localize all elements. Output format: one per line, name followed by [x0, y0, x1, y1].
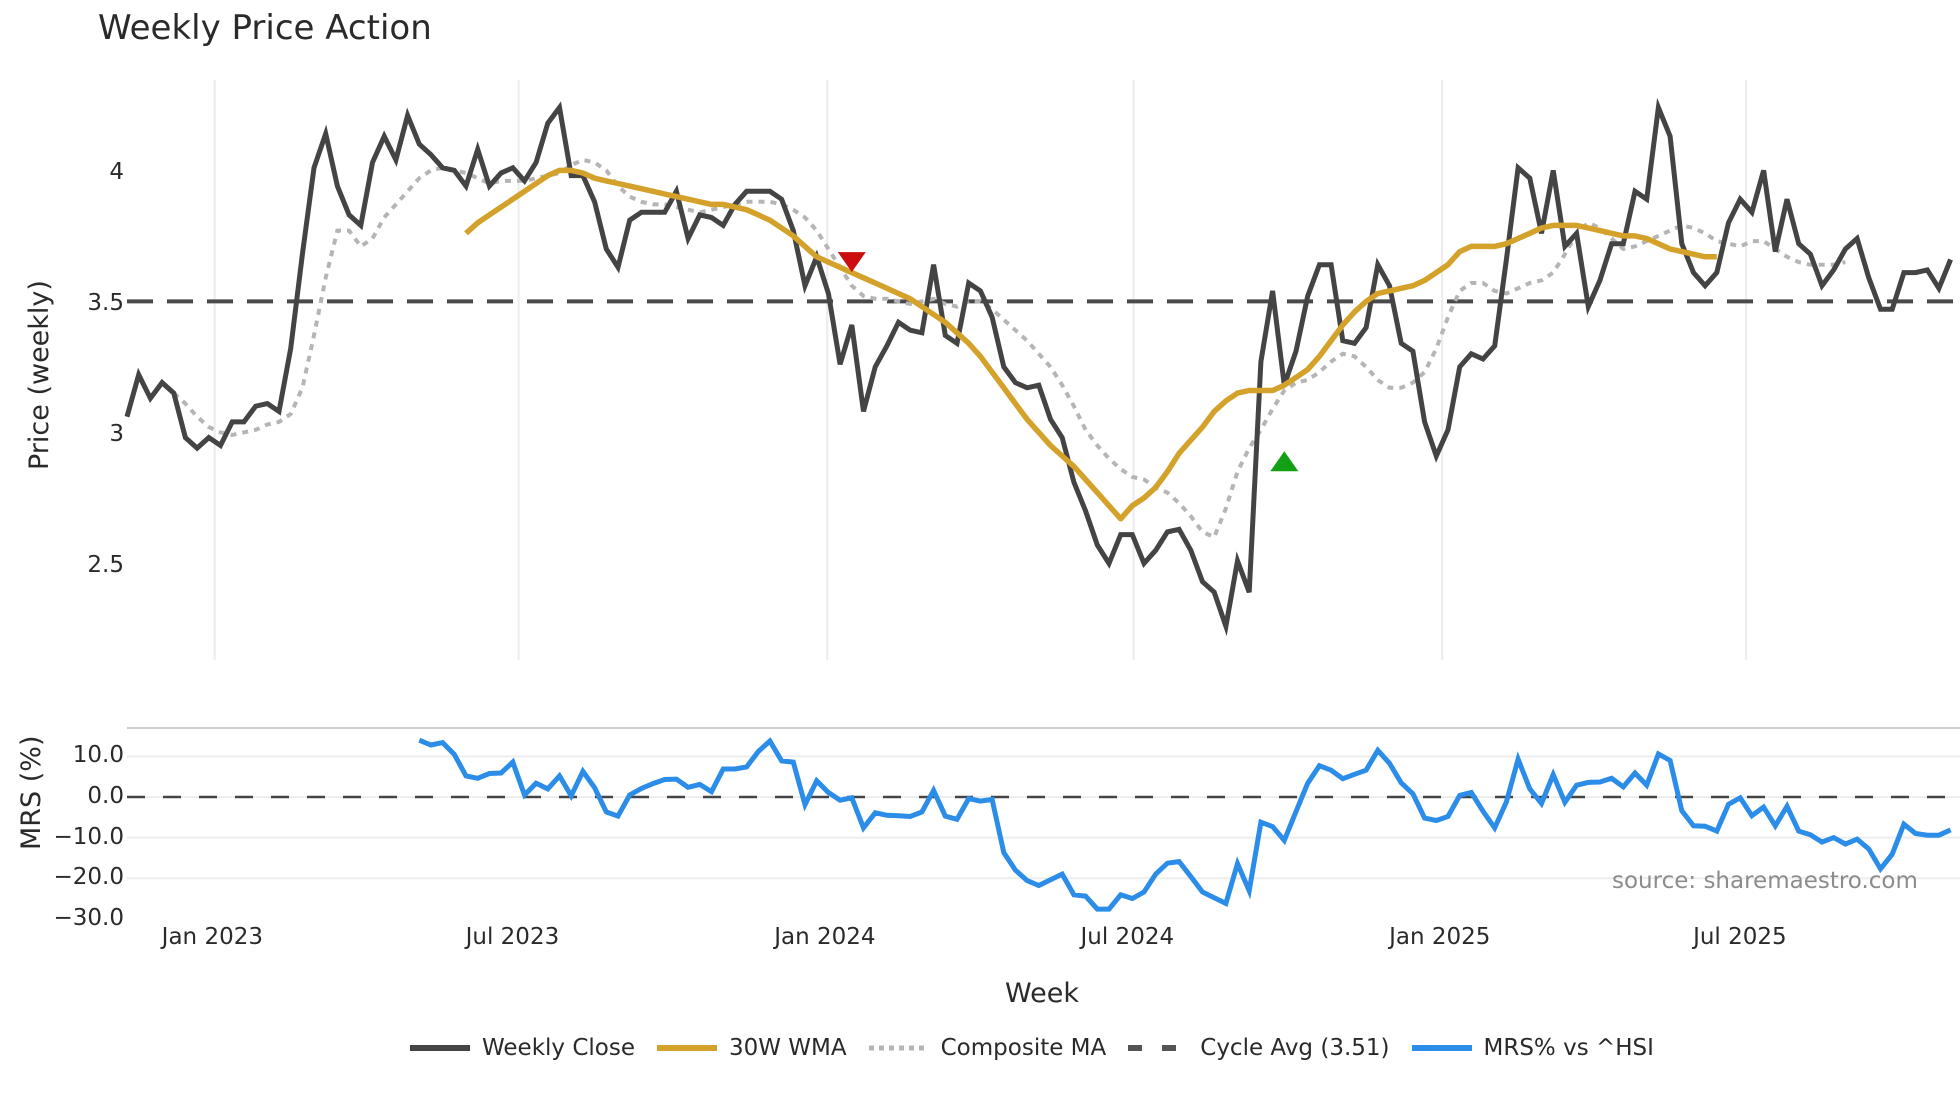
legend-swatch-icon: [1411, 1045, 1472, 1051]
buy-signal-marker-icon: [1270, 451, 1299, 472]
wma-30w-line: [464, 167, 1717, 522]
price-y-tick: 2.5: [87, 552, 124, 578]
mrs-y-tick: −20.0: [53, 864, 124, 891]
legend-item[interactable]: Composite MA: [868, 1035, 1107, 1061]
composite-ma-line: [172, 157, 1846, 540]
mrs-y-tick: −30.0: [53, 904, 124, 931]
chart-title: Weekly Price Action: [98, 8, 432, 48]
x-tick: Jan 2023: [161, 924, 263, 950]
mrs-line: [418, 737, 1952, 912]
chart-legend: Weekly Close 30W WMA Composite MA Cycle Avg…: [410, 1035, 1676, 1061]
mrs-y-tick: 10.0: [72, 742, 124, 769]
legend-item[interactable]: MRS% vs ^HSI: [1411, 1035, 1654, 1061]
legend-swatch-icon: [656, 1045, 717, 1051]
price-y-axis-label: Price (weekly): [24, 280, 55, 470]
x-axis-label: Week: [1005, 978, 1079, 1009]
legend-swatch-icon: [410, 1045, 470, 1051]
x-tick: Jan 2024: [774, 924, 876, 950]
legend-swatch-icon: [1128, 1045, 1189, 1051]
source-watermark: source: sharemaestro.com: [1612, 868, 1918, 894]
x-tick: Jul 2024: [1080, 924, 1175, 950]
mrs-panel-series: [127, 737, 1960, 912]
weekly-close-line: [124, 97, 1953, 637]
x-tick: Jul 2025: [1693, 924, 1787, 950]
legend-item[interactable]: 30W WMA: [656, 1035, 847, 1061]
legend-label: MRS% vs ^HSI: [1483, 1035, 1654, 1061]
price-panel-series: [124, 97, 1960, 637]
price-y-tick: 3: [109, 421, 124, 447]
mrs-y-axis-label: MRS (%): [16, 735, 47, 851]
mrs-y-tick: −10.0: [53, 823, 124, 850]
price-y-tick: 4: [109, 159, 124, 185]
legend-item[interactable]: Cycle Avg (3.51): [1128, 1035, 1390, 1061]
bottom-panel-grid: [127, 727, 1960, 880]
legend-item[interactable]: Weekly Close: [410, 1035, 635, 1061]
sell-signal-marker-icon: [837, 252, 866, 273]
legend-label: Cycle Avg (3.51): [1200, 1035, 1390, 1061]
legend-label: 30W WMA: [728, 1035, 847, 1061]
legend-label: Weekly Close: [482, 1035, 635, 1061]
price-y-tick: 3.5: [87, 290, 124, 316]
x-tick: Jul 2023: [465, 924, 560, 950]
x-tick: Jan 2025: [1389, 924, 1491, 950]
legend-swatch-icon: [868, 1045, 929, 1051]
signal-markers: [837, 252, 1299, 472]
legend-label: Composite MA: [940, 1035, 1107, 1061]
mrs-y-tick: 0.0: [87, 783, 124, 809]
